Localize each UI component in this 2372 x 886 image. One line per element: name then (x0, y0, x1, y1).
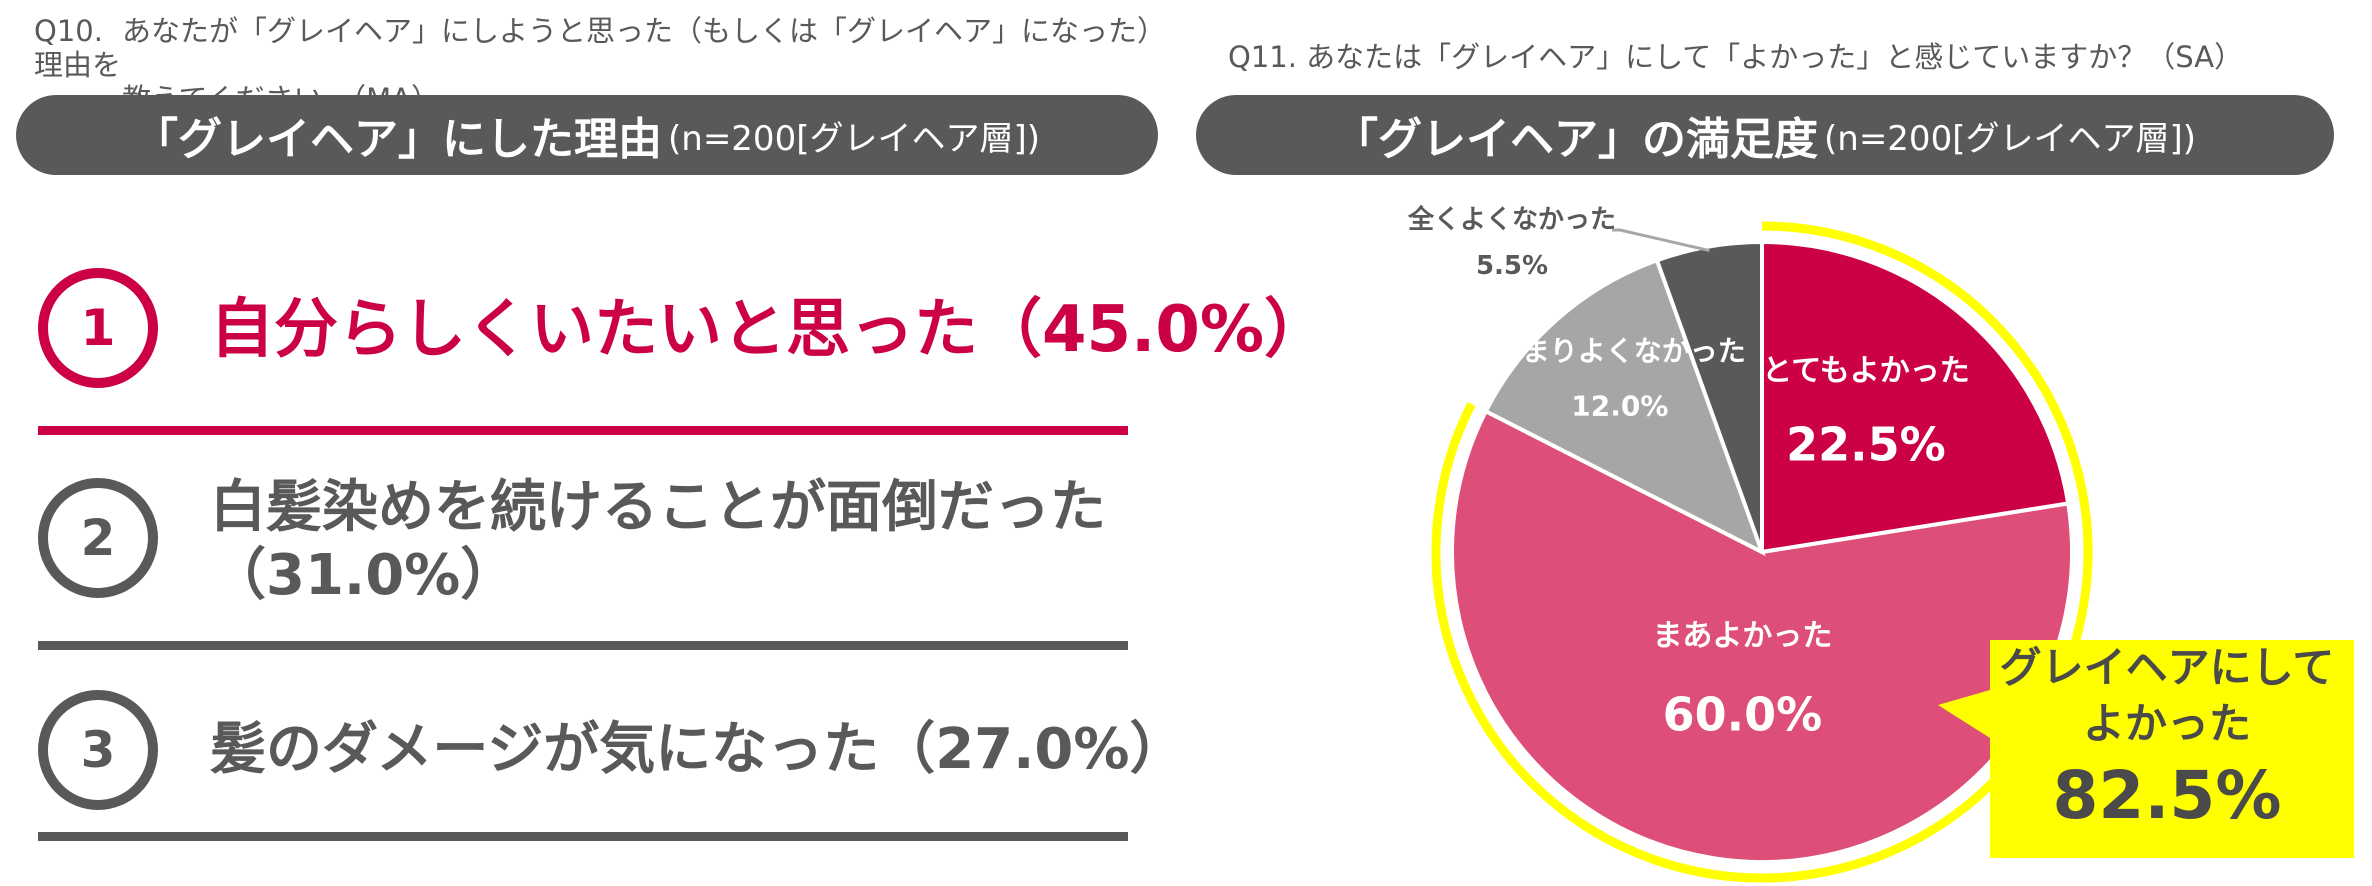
slice-value-not-good-at-all: 5.5% (1476, 251, 1548, 281)
rank-3-badge: 3 (38, 690, 158, 810)
highlight-ring (1431, 221, 2093, 883)
satisfaction-banner-title: 「グレイヘア」の満足度 (1334, 114, 1818, 165)
reason-1-text: 自分らしくいたいと思った（45.0%） (210, 293, 1329, 367)
satisfaction-banner-sample: (n=200[グレイヘア層]) (1824, 118, 2196, 159)
reason-2-text: 白髪染めを続けることが面倒だった （31.0%） (210, 474, 1106, 610)
pie-slice-not-very-good (1483, 257, 1766, 557)
reason-2-text-line2: （31.0%） (210, 543, 517, 608)
slice-value-fairly-good: 60.0% (1663, 687, 1823, 741)
slice-label-fairly-good: まあよかった (1652, 618, 1832, 653)
leader-line-not-good-at-all (1612, 228, 1710, 253)
rank-1-badge: 1 (38, 268, 158, 388)
callout-box-text: グレイヘアにして よかった 82.5% (1992, 640, 2342, 836)
callout-text: グレイヘアにして よかった (1999, 643, 2335, 748)
reason-banner-title: 「グレイヘア」にした理由 (134, 114, 662, 165)
callout-value: 82.5% (2052, 757, 2282, 834)
q10-number: Q10. (34, 14, 103, 48)
pie-slice-not-good-at-all (1654, 239, 1764, 553)
pie-slice-very-good (1760, 239, 2071, 555)
slice-label-not-good-at-all: 全くよくなかった (1407, 204, 1616, 235)
reason-banner-sample: (n=200[グレイヘア層]) (668, 118, 1040, 159)
reason-banner: 「グレイヘア」にした理由 (n=200[グレイヘア層]) (16, 95, 1158, 175)
slice-value-very-good: 22.5% (1786, 417, 1946, 471)
satisfaction-banner: 「グレイヘア」の満足度 (n=200[グレイヘア層]) (1196, 95, 2334, 175)
rank-2-badge: 2 (38, 478, 158, 598)
q10-text-line1: あなたが「グレイヘア」にしようと思った（もしくは「グレイヘア」になった）理由を (34, 14, 1152, 82)
slice-label-very-good: とてもよかった (1762, 353, 1970, 388)
slice-label-not-very-good: あまりよくなかった (1494, 335, 1746, 368)
reason-3-divider (38, 832, 1128, 841)
callout-box (1938, 640, 2354, 858)
reason-2-divider (38, 641, 1128, 650)
reason-1-divider (38, 426, 1128, 435)
q11-question: Q11. あなたは「グレイヘア」にして「よかった」と感じていますか？（SA） (1228, 40, 2244, 74)
reason-3-text: 髪のダメージが気になった（27.0%） (210, 717, 1186, 782)
slice-value-not-very-good: 12.0% (1571, 390, 1668, 423)
reason-2-text-line1: 白髪染めを続けることが面倒だった (210, 475, 1106, 540)
